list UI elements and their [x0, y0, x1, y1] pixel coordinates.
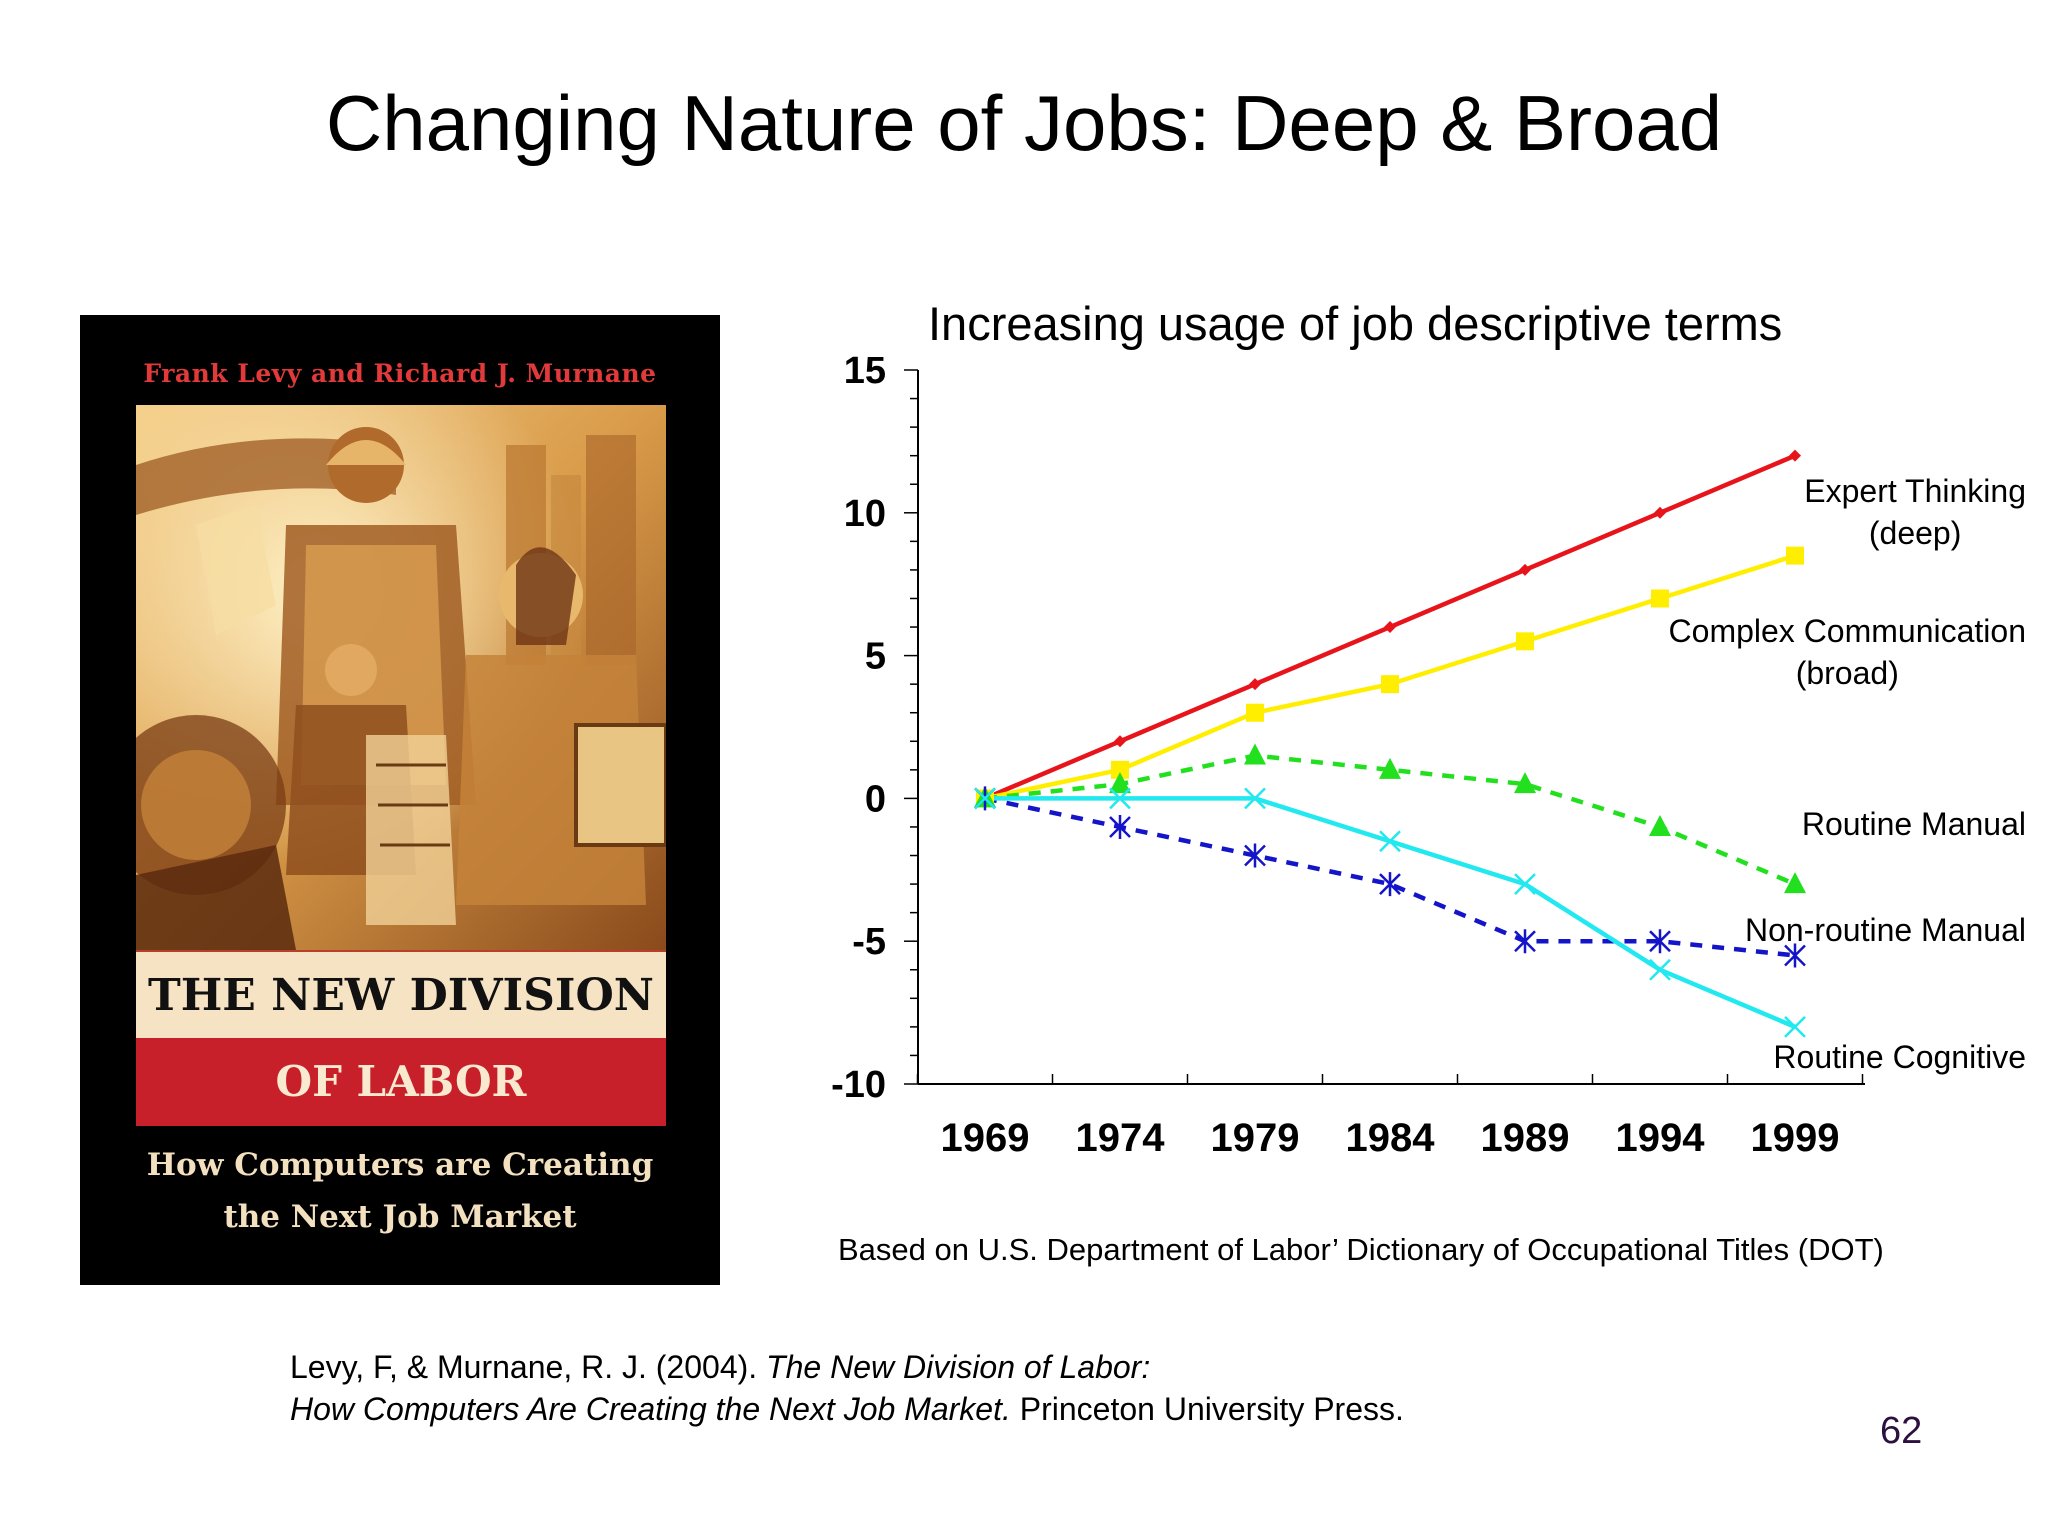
x-tick-label: 1974	[1076, 1116, 1166, 1160]
data-point	[1111, 760, 1129, 779]
series-label: Complex Communication	[1669, 613, 2026, 649]
data-point	[1649, 814, 1671, 836]
line-chart: Increasing usage of job descriptive term…	[831, 297, 2026, 1160]
book-cover: Frank Levy and Richard J. Murnane	[80, 315, 720, 1285]
x-tick-label: 1999	[1751, 1116, 1840, 1160]
data-point	[1514, 929, 1536, 954]
chart-title: Increasing usage of job descriptive term…	[928, 297, 1782, 350]
citation-authors: Levy, F, & Murnane, R. J. (2004).	[290, 1349, 767, 1385]
y-tick-label: 10	[844, 493, 886, 535]
citation-line1: Levy, F, & Murnane, R. J. (2004). The Ne…	[290, 1346, 1404, 1388]
series-line	[985, 796, 1796, 1029]
y-tick-label: 15	[844, 350, 886, 392]
data-point	[1516, 632, 1534, 651]
series-label: Routine Cognitive	[1773, 1039, 2026, 1075]
y-tick-label: -5	[852, 921, 886, 963]
slide-title: Changing Nature of Jobs: Deep & Broad	[325, 79, 1723, 167]
data-point	[1381, 675, 1399, 694]
data-point	[1519, 563, 1531, 576]
x-tick-label: 1969	[941, 1116, 1030, 1160]
data-point	[1786, 546, 1804, 565]
y-tick-label: 5	[865, 636, 886, 678]
book-title-line1: THE NEW DIVISION	[136, 950, 666, 1040]
citation-publisher: Princeton University Press.	[1010, 1391, 1404, 1427]
data-point	[1379, 757, 1401, 779]
data-point	[1249, 678, 1261, 691]
chart-source-note: Based on U.S. Department of Labor’ Dicti…	[838, 1232, 1884, 1267]
data-point	[1651, 589, 1669, 608]
series-label-sub: (broad)	[1796, 655, 1899, 691]
data-point	[1109, 814, 1131, 839]
data-point	[1246, 703, 1264, 722]
y-tick-label: -10	[831, 1064, 886, 1106]
book-cover-illustration	[136, 405, 666, 950]
data-point	[1109, 772, 1131, 794]
data-point	[1244, 843, 1266, 868]
data-point	[1114, 735, 1126, 748]
data-point	[1379, 872, 1401, 897]
book-authors: Frank Levy and Richard J. Murnane	[143, 359, 657, 388]
series-label: Routine Manual	[1802, 806, 2026, 842]
data-point	[1379, 830, 1401, 853]
data-point	[1649, 929, 1671, 954]
citation: Levy, F, & Murnane, R. J. (2004). The Ne…	[290, 1346, 1404, 1430]
data-point	[1514, 873, 1536, 895]
citation-line2: How Computers Are Creating the Next Job …	[290, 1388, 1404, 1430]
data-point	[974, 787, 996, 810]
data-point	[1109, 787, 1131, 810]
x-tick-label: 1984	[1346, 1116, 1436, 1160]
citation-title-line2: How Computers Are Creating the Next Job …	[290, 1391, 1011, 1427]
x-tick-label: 1979	[1211, 1116, 1300, 1160]
x-tick-label: 1989	[1481, 1116, 1570, 1160]
page-number: 62	[1880, 1410, 1923, 1452]
data-point	[1649, 958, 1671, 981]
data-point	[1789, 449, 1801, 462]
series-label-sub: (deep)	[1869, 515, 1962, 551]
data-point	[1244, 787, 1266, 810]
data-point	[1784, 872, 1806, 894]
x-tick-label: 1994	[1616, 1116, 1706, 1160]
data-point	[1654, 506, 1666, 519]
book-title-line2: OF LABOR	[136, 1038, 666, 1126]
citation-title-line1: The New Division of Labor:	[766, 1349, 1151, 1385]
series-label: Expert Thinking	[1804, 473, 2026, 509]
data-point	[1514, 772, 1536, 794]
data-point	[1384, 621, 1396, 634]
data-point	[1244, 743, 1266, 765]
y-tick-label: 0	[865, 778, 886, 820]
data-point	[1784, 943, 1806, 968]
data-point	[1784, 1015, 1806, 1038]
series-label: Non-routine Manual	[1745, 912, 2026, 948]
book-subtitle-line1: How Computers are Creating	[146, 1147, 654, 1183]
book-subtitle-line2: the Next Job Market	[223, 1199, 577, 1235]
